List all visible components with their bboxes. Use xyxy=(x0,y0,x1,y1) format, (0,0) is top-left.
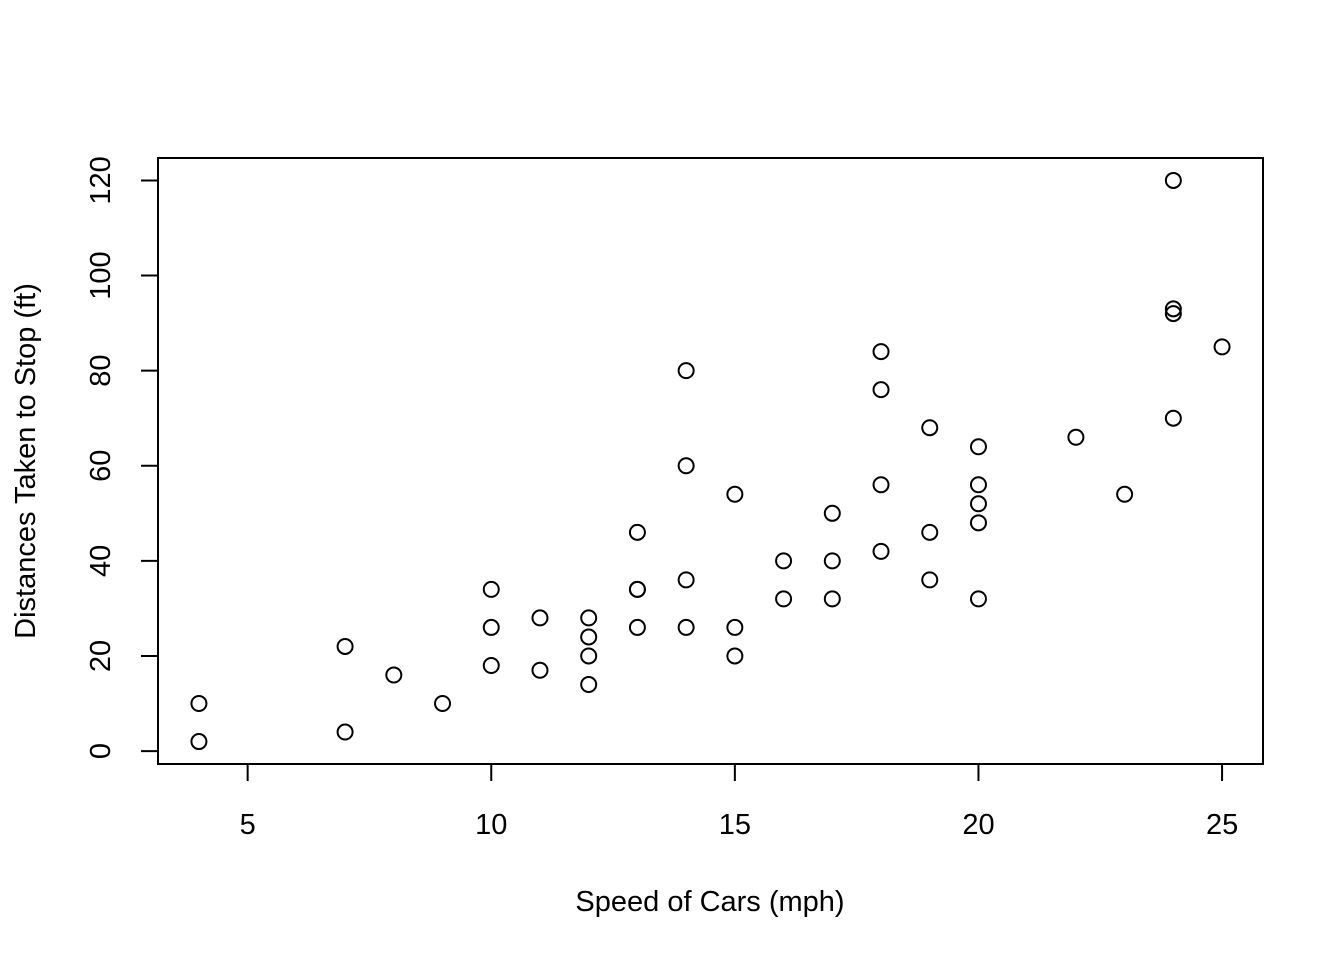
y-axis: 0 20 40 60 80 100 120 xyxy=(85,156,159,759)
data-point xyxy=(677,618,695,636)
data-point xyxy=(1164,300,1182,318)
x-tick-label: 5 xyxy=(240,809,256,841)
x-tick-label: 25 xyxy=(1206,809,1238,841)
data-point xyxy=(969,514,987,532)
data-point xyxy=(336,637,354,655)
y-tick-label: 80 xyxy=(85,355,117,387)
data-point xyxy=(580,609,598,627)
x-tick-label: 15 xyxy=(719,809,751,841)
y-tick-label: 20 xyxy=(85,640,117,672)
data-point xyxy=(872,381,890,399)
data-point xyxy=(482,618,500,636)
plot-frame xyxy=(157,157,1264,765)
y-tick-label: 0 xyxy=(85,743,117,759)
data-point xyxy=(1116,485,1134,503)
data-point xyxy=(823,504,841,522)
x-axis-title: Speed of Cars (mph) xyxy=(575,886,844,918)
data-point xyxy=(726,618,744,636)
data-point xyxy=(531,609,549,627)
data-point xyxy=(872,343,890,361)
y-axis-title: Distances Taken to Stop (ft) xyxy=(10,283,42,639)
data-point xyxy=(434,695,452,713)
data-point xyxy=(190,695,208,713)
x-tick-label: 10 xyxy=(475,809,507,841)
data-point xyxy=(628,618,646,636)
data-point xyxy=(1067,428,1085,446)
data-point xyxy=(921,419,939,437)
data-point xyxy=(677,362,695,380)
data-point xyxy=(628,580,646,598)
data-point xyxy=(628,523,646,541)
data-point xyxy=(726,647,744,665)
data-point xyxy=(823,590,841,608)
data-points xyxy=(190,171,1231,751)
data-point xyxy=(775,590,793,608)
data-point xyxy=(385,666,403,684)
data-point xyxy=(969,495,987,513)
y-tick-label: 40 xyxy=(85,545,117,577)
data-point xyxy=(969,590,987,608)
data-point xyxy=(969,438,987,456)
x-axis: 5 10 15 20 25 xyxy=(240,763,1238,841)
y-tick-label: 120 xyxy=(85,156,117,204)
y-tick-label: 100 xyxy=(85,251,117,299)
data-point xyxy=(1164,305,1182,323)
data-point xyxy=(190,733,208,751)
data-point xyxy=(872,542,890,560)
data-point xyxy=(580,628,598,646)
data-point xyxy=(921,523,939,541)
data-point xyxy=(336,723,354,741)
y-tick-label: 60 xyxy=(85,450,117,482)
data-point xyxy=(1164,409,1182,427)
data-point xyxy=(969,476,987,494)
data-point xyxy=(482,580,500,598)
data-point xyxy=(921,571,939,589)
data-point xyxy=(1213,338,1231,356)
data-point xyxy=(580,647,598,665)
x-tick-label: 20 xyxy=(962,809,994,841)
data-point xyxy=(580,675,598,693)
data-point xyxy=(677,571,695,589)
data-point xyxy=(531,661,549,679)
data-point xyxy=(482,656,500,674)
data-point xyxy=(775,552,793,570)
data-point xyxy=(1164,171,1182,189)
data-point xyxy=(823,552,841,570)
data-point xyxy=(726,485,744,503)
data-point xyxy=(872,476,890,494)
data-point xyxy=(677,457,695,475)
